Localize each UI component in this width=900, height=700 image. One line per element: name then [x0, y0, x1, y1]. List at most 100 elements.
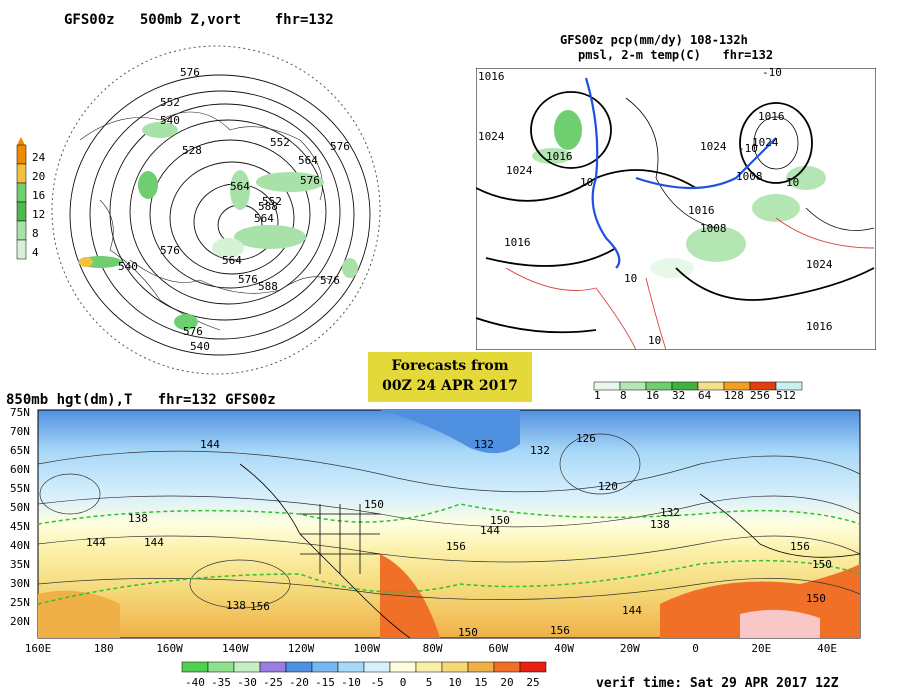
- height-label-850mb: 150: [806, 592, 826, 605]
- contour-label-500mb: 528: [182, 144, 202, 157]
- panel-precip-title-line1: GFS00z pcp(mm/dy) 108-132h: [560, 33, 748, 47]
- banner-line2: 00Z 24 APR 2017: [382, 378, 518, 394]
- colorbar-850mb-swatch: [259, 661, 287, 673]
- colorbar-850mb-tick: -40: [185, 676, 205, 689]
- colorbar-850mb-swatch: [493, 661, 521, 673]
- lat-label: 30N: [10, 577, 30, 590]
- colorbar-850mb-swatch: [207, 661, 235, 673]
- colorbar-850mb-swatch: [467, 661, 495, 673]
- contour-label-500mb: 576: [180, 66, 200, 79]
- colorbar-850mb-tick: 5: [426, 676, 433, 689]
- colorbar-500mb-swatch: [16, 182, 27, 203]
- panel-850mb-title: 850mb hgt(dm),T fhr=132 GFS00z: [6, 392, 276, 408]
- lat-label: 70N: [10, 425, 30, 438]
- height-label-850mb: 138: [128, 512, 148, 525]
- temp-label: 10: [624, 272, 637, 285]
- contour-label-500mb: 576: [183, 325, 203, 338]
- colorbar-precip-tick: 1: [594, 389, 601, 402]
- isobar-label: 1016: [546, 150, 573, 163]
- contour-label-500mb: 576: [160, 244, 180, 257]
- panel-500mb-colorbar: 24 20 16 12 8 4: [16, 137, 46, 260]
- panel-precip-title-line2: pmsl, 2-m temp(C) fhr=132: [578, 48, 774, 62]
- height-label-850mb: 150: [364, 498, 384, 511]
- colorbar-precip-tick: 32: [672, 389, 685, 402]
- isobar-label: 1024: [806, 258, 833, 271]
- contour-label-500mb: 552: [270, 136, 290, 149]
- temp-label: -10: [738, 142, 758, 155]
- isobar-label: 1024: [700, 140, 727, 153]
- panel-850mb-map: 144 132 1261321381201321381441501561441501…: [10, 406, 861, 655]
- colorbar-850mb-tick: 25: [526, 676, 539, 689]
- lon-label: 40E: [817, 642, 837, 655]
- height-label-850mb: 156: [790, 540, 810, 553]
- isobar-label: 1024: [752, 136, 779, 149]
- temp-label: -10: [762, 68, 782, 79]
- contour-label-500mb: 564: [230, 180, 250, 193]
- colorbar-850mb-tick: -5: [370, 676, 383, 689]
- colorbar-850mb-tick: -15: [315, 676, 335, 689]
- lon-label: 160W: [156, 642, 183, 655]
- banner-line1: Forecasts from: [391, 358, 509, 374]
- height-label-850mb: 132: [474, 438, 494, 451]
- colorbar-850mb-swatch: [389, 661, 417, 673]
- lon-label: 40W: [554, 642, 574, 655]
- colorbar-850mb-tick: -35: [211, 676, 231, 689]
- isobar-label: 1016: [688, 204, 715, 217]
- lat-label: 20N: [10, 615, 30, 628]
- height-label-850mb: 156: [550, 624, 570, 637]
- forecast-banner: Forecasts from 00Z 24 APR 2017: [368, 352, 532, 402]
- colorbar-850mb-tick: -25: [263, 676, 283, 689]
- isobar-label: 1024: [506, 164, 533, 177]
- colorbar-850mb-swatch: [233, 661, 261, 673]
- colorbar-850mb-swatch: [181, 661, 209, 673]
- lon-label: 80W: [423, 642, 443, 655]
- isobar-label: 1016: [504, 236, 531, 249]
- height-label-850mb: 144: [480, 524, 500, 537]
- height-label-850mb: 126: [576, 432, 596, 445]
- contour-label-500mb: 576: [300, 174, 320, 187]
- colorbar-850mb-tick: 10: [448, 676, 461, 689]
- lon-label: 20E: [751, 642, 771, 655]
- contour-label-500mb: 552: [262, 195, 282, 208]
- colorbar-500mb-tick: 20: [32, 170, 45, 183]
- contour-label-500mb: 564: [298, 154, 318, 167]
- lon-label: 60W: [488, 642, 508, 655]
- colorbar-850mb-swatch: [285, 661, 313, 673]
- lon-label: 160E: [25, 642, 52, 655]
- lat-label: 25N: [10, 596, 30, 609]
- height-label-850mb: 156: [446, 540, 466, 553]
- colorbar-850mb-tick: -30: [237, 676, 257, 689]
- colorbar-850mb-swatch: [519, 661, 547, 673]
- colorbar-850mb-tick: 15: [474, 676, 487, 689]
- isobar-label: 1024: [478, 130, 505, 143]
- isobar-label: 1016: [758, 110, 785, 123]
- height-label-850mb: 132: [660, 506, 680, 519]
- lon-label: 20W: [620, 642, 640, 655]
- colorbar-500mb-tick: 24: [32, 151, 46, 164]
- colorbar-500mb-tick: 8: [32, 227, 39, 240]
- lat-label: 75N: [10, 406, 30, 419]
- colorbar-precip-tick: 512: [776, 389, 796, 402]
- contour-label-500mb: 588: [258, 200, 278, 213]
- lat-label: 50N: [10, 501, 30, 514]
- height-label-850mb: 138: [650, 518, 670, 531]
- contour-label-500mb: 576: [320, 274, 340, 287]
- colorbar-850mb-tick: -10: [341, 676, 361, 689]
- height-label-850mb: 150: [812, 558, 832, 571]
- lon-label: 120W: [288, 642, 315, 655]
- lon-label: 140W: [222, 642, 249, 655]
- colorbar-precip-tick: 128: [724, 389, 744, 402]
- colorbar-500mb-tick: 4: [32, 246, 39, 259]
- temp-label: 10: [580, 176, 593, 189]
- colorbar-500mb-swatch: [16, 239, 27, 260]
- colorbar-precip-tick: 64: [698, 389, 712, 402]
- contour-label-500mb: 564: [254, 212, 274, 225]
- height-label-850mb: 144: [86, 536, 106, 549]
- panel-precip-map: 1016 1024 1016 1024 1016 1008 1016 1024 1008 1016…: [476, 68, 876, 350]
- lat-label: 65N: [10, 444, 30, 457]
- colorbar-850mb-swatch: [415, 661, 443, 673]
- temp-label: 10: [786, 176, 799, 189]
- height-label-850mb: 156: [250, 600, 270, 613]
- colorbar-850mb-swatch: [311, 661, 339, 673]
